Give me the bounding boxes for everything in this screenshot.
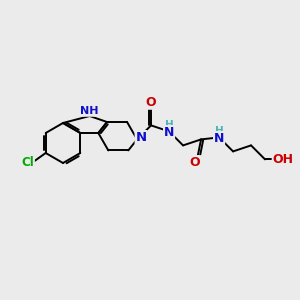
Text: H: H [215,126,224,136]
Text: H: H [165,120,173,130]
Text: OH: OH [273,153,294,166]
Text: Cl: Cl [21,157,34,169]
Text: N: N [136,131,147,144]
Text: O: O [146,96,156,109]
Text: N: N [214,132,224,145]
Text: N: N [164,126,174,139]
Text: NH: NH [80,106,99,116]
Text: O: O [190,156,200,169]
